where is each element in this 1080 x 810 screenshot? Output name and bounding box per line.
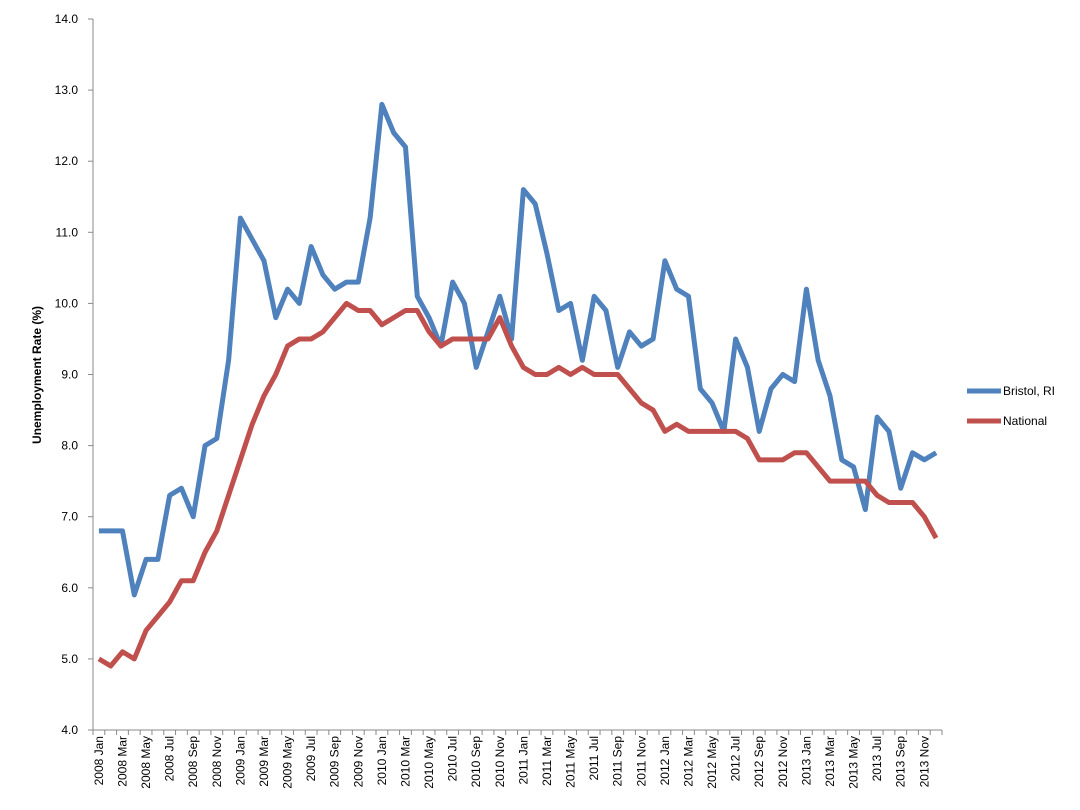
x-tick-label: 2010 Jul bbox=[446, 736, 460, 781]
x-tick-label: 2011 Sep bbox=[611, 736, 625, 787]
legend: Bristol, RI National bbox=[967, 384, 1055, 428]
x-tick-label: 2009 May bbox=[281, 736, 295, 789]
y-tick-label: 8.0 bbox=[61, 439, 78, 453]
x-tick-label: 2013 Jul bbox=[870, 736, 884, 781]
x-tick-label: 2013 Mar bbox=[823, 736, 837, 787]
x-tick-label: 2011 Jan bbox=[516, 736, 530, 785]
x-tick-label: 2012 Jan bbox=[658, 736, 672, 785]
y-tick-label: 9.0 bbox=[61, 368, 78, 382]
x-tick-label: 2008 Jul bbox=[163, 736, 177, 781]
x-tick-label: 2008 Jan bbox=[92, 736, 106, 785]
axes bbox=[92, 19, 942, 731]
y-tick-label: 11.0 bbox=[56, 225, 79, 239]
x-tick-label: 2010 Nov bbox=[493, 736, 507, 787]
y-tick-label: 13.0 bbox=[55, 83, 79, 97]
y-tick-label: 12.0 bbox=[55, 154, 79, 168]
x-tick-label: 2010 Jan bbox=[375, 736, 389, 785]
x-tick-label: 2012 May bbox=[705, 736, 719, 789]
x-tick-label: 2011 Mar bbox=[540, 736, 554, 786]
x-tick-label: 2013 Sep bbox=[894, 736, 908, 788]
y-tick-label: 10.0 bbox=[55, 296, 79, 310]
x-tick-label: 2010 May bbox=[422, 736, 436, 789]
x-tick-label: 2010 Mar bbox=[398, 736, 412, 787]
series-line-national bbox=[97, 300, 939, 669]
x-tick-label: 2009 Mar bbox=[257, 736, 271, 787]
y-ticks: 4.0 5.0 6.0 7.0 8.0 9.0 10.0 11.0 12.0 13.0 14.0 bbox=[55, 12, 93, 737]
x-tick-label: 2013 Jan bbox=[799, 736, 813, 785]
x-tick-label: 2013 Nov bbox=[917, 736, 931, 787]
x-tick-label: 2012 Nov bbox=[776, 736, 790, 787]
x-tick-label: 2009 Jul bbox=[304, 736, 318, 781]
legend-label-bristol-ri: Bristol, RI bbox=[1003, 384, 1055, 398]
x-tick-label: 2009 Sep bbox=[328, 736, 342, 788]
x-tick-label: 2012 Sep bbox=[752, 736, 766, 788]
x-tick-label: 2008 Sep bbox=[186, 736, 200, 788]
y-tick-label: 14.0 bbox=[55, 12, 79, 26]
legend-label-national: National bbox=[1003, 414, 1047, 428]
series-line-bristol-ri bbox=[98, 101, 938, 598]
y-tick-label: 7.0 bbox=[61, 510, 78, 524]
x-tick-label: 2012 Mar bbox=[681, 736, 695, 787]
x-tick-label: 2012 Jul bbox=[729, 736, 743, 781]
series-lines bbox=[97, 101, 939, 669]
y-tick-label: 4.0 bbox=[61, 723, 78, 737]
x-tick-label: 2011 Nov bbox=[634, 736, 648, 786]
y-tick-label: 5.0 bbox=[61, 652, 78, 666]
y-tick-label: 6.0 bbox=[61, 581, 78, 595]
x-tick-label: 2008 Nov bbox=[210, 736, 224, 787]
x-tick-label: 2011 Jul bbox=[587, 736, 601, 780]
x-tick-label: 2008 Mar bbox=[115, 736, 129, 787]
x-tick-label: 2008 May bbox=[139, 736, 153, 789]
x-tick-label: 2011 May bbox=[564, 736, 578, 788]
x-tick-label: 2009 Nov bbox=[351, 736, 365, 787]
y-axis-title: Unemployment Rate (%) bbox=[30, 306, 44, 444]
x-ticks: 2008 Jan 2008 Mar 2008 May 2008 Jul 2008 Sep… bbox=[92, 730, 943, 789]
x-tick-label: 2010 Sep bbox=[469, 736, 483, 788]
x-tick-label: 2013 May bbox=[847, 736, 861, 789]
x-tick-label: 2009 Jan bbox=[233, 736, 247, 785]
